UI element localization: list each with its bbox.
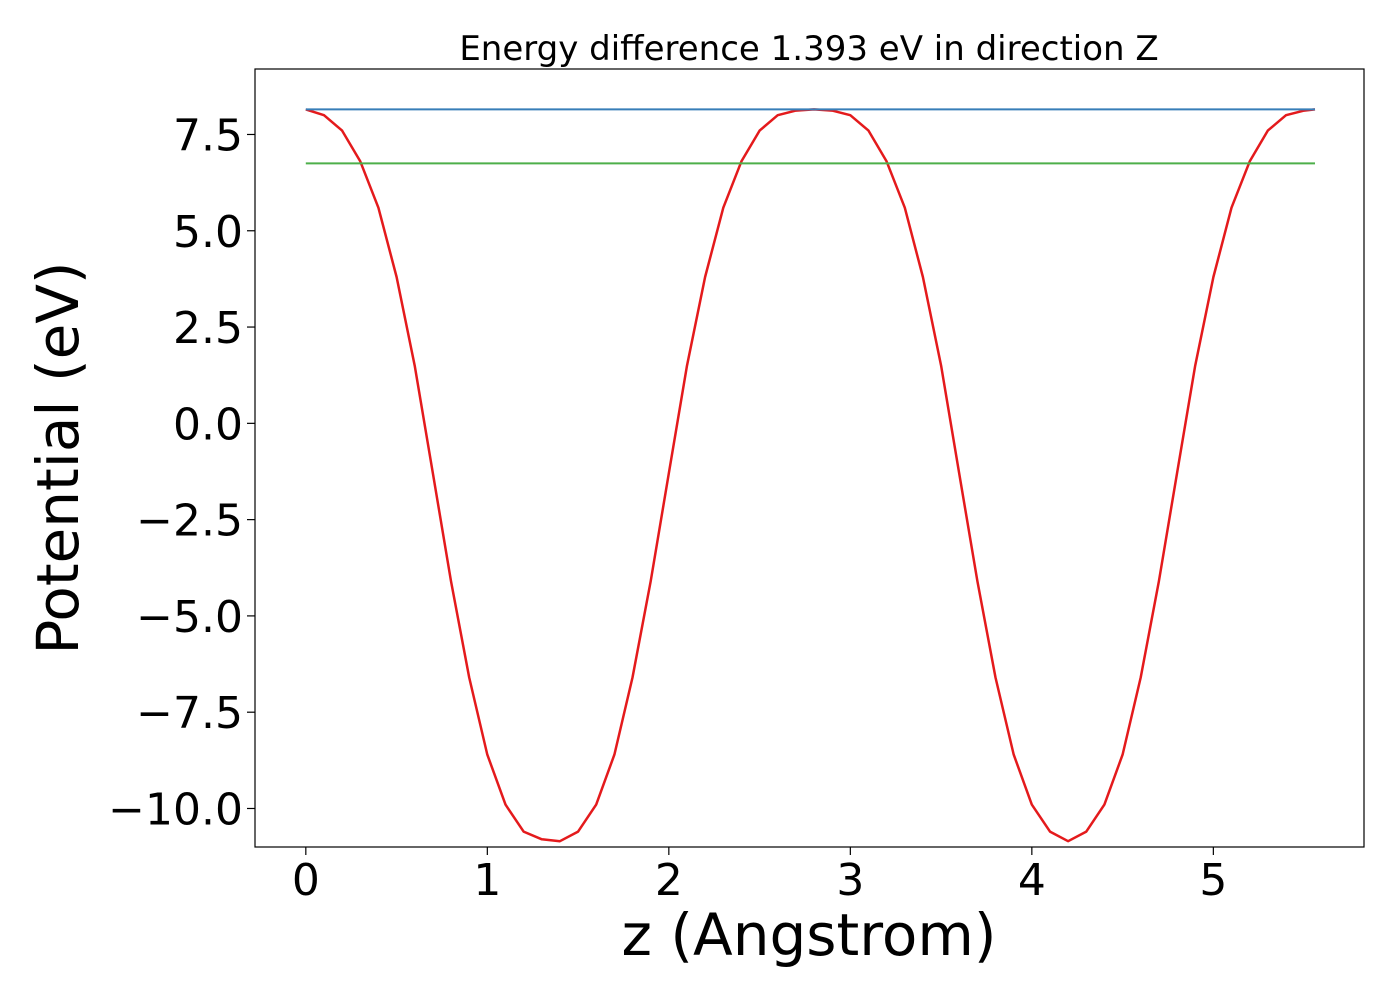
y-axis-label: Potential (eV) bbox=[24, 261, 92, 654]
x-tick-label: 1 bbox=[473, 855, 501, 906]
y-tick-label: 7.5 bbox=[173, 110, 243, 161]
y-tick-label: 2.5 bbox=[173, 303, 243, 354]
y-tick-label: −10.0 bbox=[108, 784, 243, 835]
y-axis-ticks: −10.0 −7.5 −5.0 −2.5 0.0 2.5 5.0 7.5 bbox=[108, 110, 255, 835]
series-line-0 bbox=[305, 108, 1316, 843]
x-tick-label: 2 bbox=[655, 855, 683, 906]
y-tick-label: −7.5 bbox=[136, 688, 243, 739]
y-tick-label: −5.0 bbox=[136, 592, 243, 643]
plot-frame bbox=[254, 68, 1365, 848]
x-tick-label: 5 bbox=[1199, 855, 1227, 906]
x-axis-ticks: 0 1 2 3 4 5 bbox=[292, 847, 1227, 906]
x-axis-label: z (Angstrom) bbox=[622, 901, 997, 969]
x-tick-label: 0 bbox=[292, 855, 320, 906]
chart-title: Energy difference 1.393 eV in direction … bbox=[459, 29, 1158, 69]
y-tick-label: 5.0 bbox=[173, 207, 243, 258]
x-tick-label: 4 bbox=[1018, 855, 1046, 906]
y-tick-label: 0.0 bbox=[173, 399, 243, 450]
y-tick-label: −2.5 bbox=[136, 496, 243, 547]
x-tick-label: 3 bbox=[836, 855, 864, 906]
plot-lines bbox=[305, 108, 1316, 843]
